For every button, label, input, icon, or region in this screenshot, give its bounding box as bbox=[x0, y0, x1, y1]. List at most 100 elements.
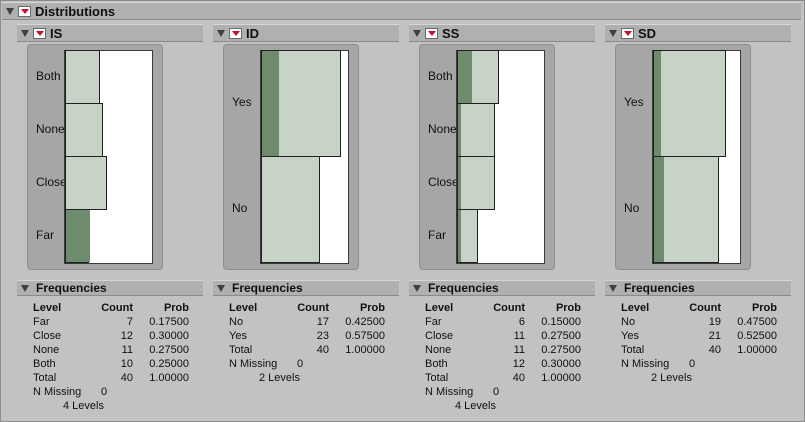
bar-chart-frame: Yes No bbox=[615, 44, 751, 270]
level-cell: Total bbox=[33, 372, 57, 384]
disclosure-triangle-icon[interactable] bbox=[217, 29, 225, 37]
bar-chart[interactable] bbox=[64, 50, 153, 264]
bar-chart-frame: Both None Close Far bbox=[419, 44, 555, 270]
bar-chart[interactable] bbox=[652, 50, 741, 264]
disclosure-triangle-icon[interactable] bbox=[21, 29, 29, 37]
bar-chart[interactable] bbox=[260, 50, 349, 264]
missing-value: 0 bbox=[493, 386, 500, 398]
red-triangle-menu-icon[interactable] bbox=[621, 27, 634, 39]
category-label: Both bbox=[36, 68, 61, 83]
prob-cell: 0.30000 bbox=[541, 358, 581, 370]
count-cell: 12 bbox=[512, 358, 525, 370]
red-triangle-menu-icon[interactable] bbox=[425, 27, 438, 39]
frequencies-title: Frequencies bbox=[36, 281, 107, 295]
level-cell: None bbox=[33, 344, 60, 356]
missing-value: 0 bbox=[101, 386, 108, 398]
col-header-prob: Prob bbox=[163, 302, 189, 314]
frequencies-title: Frequencies bbox=[232, 281, 303, 295]
variable-name: SS bbox=[442, 25, 460, 41]
col-header-prob: Prob bbox=[359, 302, 385, 314]
table-row: Both 12 0.30000 bbox=[425, 357, 581, 371]
table-row: Close 11 0.27500 bbox=[425, 329, 581, 343]
level-cell: Both bbox=[425, 358, 448, 370]
bar-far[interactable] bbox=[457, 209, 478, 263]
bar-both[interactable] bbox=[65, 50, 100, 104]
bar-yes[interactable] bbox=[653, 50, 726, 157]
levels-row: 4 Levels bbox=[425, 399, 581, 413]
table-row: Total 40 1.00000 bbox=[229, 343, 385, 357]
disclosure-triangle-icon[interactable] bbox=[413, 284, 421, 292]
disclosure-triangle-icon[interactable] bbox=[609, 29, 617, 37]
prob-cell: 0.42500 bbox=[345, 316, 385, 328]
prob-cell: 0.25000 bbox=[149, 358, 189, 370]
red-triangle-menu-icon[interactable] bbox=[229, 27, 242, 39]
disclosure-triangle-icon[interactable] bbox=[21, 284, 29, 292]
bar-far[interactable] bbox=[65, 209, 90, 263]
category-label: Yes bbox=[232, 95, 252, 109]
prob-cell: 1.00000 bbox=[149, 372, 189, 384]
table-row: None 11 0.27500 bbox=[425, 343, 581, 357]
col-header-prob: Prob bbox=[751, 302, 777, 314]
level-cell: None bbox=[425, 344, 452, 356]
variable-header[interactable]: SD bbox=[605, 24, 791, 42]
frequencies-header[interactable]: Frequencies bbox=[409, 280, 595, 296]
category-label: None bbox=[428, 121, 457, 136]
levels-count: 4 Levels bbox=[455, 400, 496, 412]
table-row: Far 6 0.15000 bbox=[425, 315, 581, 329]
category-label: Close bbox=[428, 174, 459, 189]
distributions-header[interactable]: Distributions bbox=[2, 2, 801, 20]
frequencies-table: Level Count Prob Far 6 0.15000 Close 11 0.27500 N… bbox=[425, 301, 581, 413]
bar-close[interactable] bbox=[65, 156, 107, 210]
bar-yes[interactable] bbox=[261, 50, 341, 157]
frequencies-header[interactable]: Frequencies bbox=[17, 280, 203, 296]
frequencies-header[interactable]: Frequencies bbox=[605, 280, 791, 296]
bar-selected-portion bbox=[66, 210, 90, 262]
prob-cell: 0.47500 bbox=[737, 316, 777, 328]
table-header-row: Level Count Prob bbox=[621, 301, 777, 315]
count-cell: 12 bbox=[120, 330, 133, 342]
table-row: Total 40 1.00000 bbox=[33, 371, 189, 385]
bar-none[interactable] bbox=[65, 103, 103, 157]
level-cell: No bbox=[229, 316, 244, 328]
frequencies-header[interactable]: Frequencies bbox=[213, 280, 399, 296]
disclosure-triangle-icon[interactable] bbox=[609, 284, 617, 292]
variable-header[interactable]: SS bbox=[409, 24, 595, 42]
red-triangle-menu-icon[interactable] bbox=[33, 27, 46, 39]
bar-both[interactable] bbox=[457, 50, 499, 104]
table-row: Both 10 0.25000 bbox=[33, 357, 189, 371]
missing-row: N Missing 0 bbox=[229, 357, 385, 371]
report-title: Distributions bbox=[35, 3, 116, 19]
bar-no[interactable] bbox=[653, 156, 719, 263]
col-header-count: Count bbox=[297, 302, 329, 314]
bar-no[interactable] bbox=[261, 156, 320, 263]
red-triangle-menu-icon[interactable] bbox=[18, 5, 31, 17]
col-header-count: Count bbox=[101, 302, 133, 314]
table-row: Yes 23 0.57500 bbox=[229, 329, 385, 343]
bar-chart[interactable] bbox=[456, 50, 545, 264]
missing-label: N Missing bbox=[425, 386, 474, 398]
disclosure-triangle-icon[interactable] bbox=[413, 29, 421, 37]
disclosure-triangle-icon[interactable] bbox=[217, 284, 225, 292]
col-header-level: Level bbox=[229, 302, 258, 314]
levels-count: 2 Levels bbox=[651, 372, 692, 384]
frequencies-table: Level Count Prob No 19 0.47500 Yes 21 0.52500 Tot… bbox=[621, 301, 777, 385]
table-row: Total 40 1.00000 bbox=[621, 343, 777, 357]
disclosure-triangle-icon[interactable] bbox=[6, 7, 14, 15]
prob-cell: 0.30000 bbox=[149, 330, 189, 342]
count-cell: 40 bbox=[512, 372, 525, 384]
bar-none[interactable] bbox=[457, 103, 495, 157]
level-cell: No bbox=[621, 316, 636, 328]
count-cell: 10 bbox=[120, 358, 133, 370]
count-cell: 40 bbox=[708, 344, 721, 356]
count-cell: 40 bbox=[316, 344, 329, 356]
table-header-row: Level Count Prob bbox=[425, 301, 581, 315]
variable-name: IS bbox=[50, 25, 63, 41]
levels-row: 2 Levels bbox=[621, 371, 777, 385]
level-cell: Total bbox=[621, 344, 645, 356]
table-row: No 19 0.47500 bbox=[621, 315, 777, 329]
bar-close[interactable] bbox=[457, 156, 495, 210]
variable-header[interactable]: ID bbox=[213, 24, 399, 42]
variable-header[interactable]: IS bbox=[17, 24, 203, 42]
prob-cell: 1.00000 bbox=[737, 344, 777, 356]
table-row: No 17 0.42500 bbox=[229, 315, 385, 329]
